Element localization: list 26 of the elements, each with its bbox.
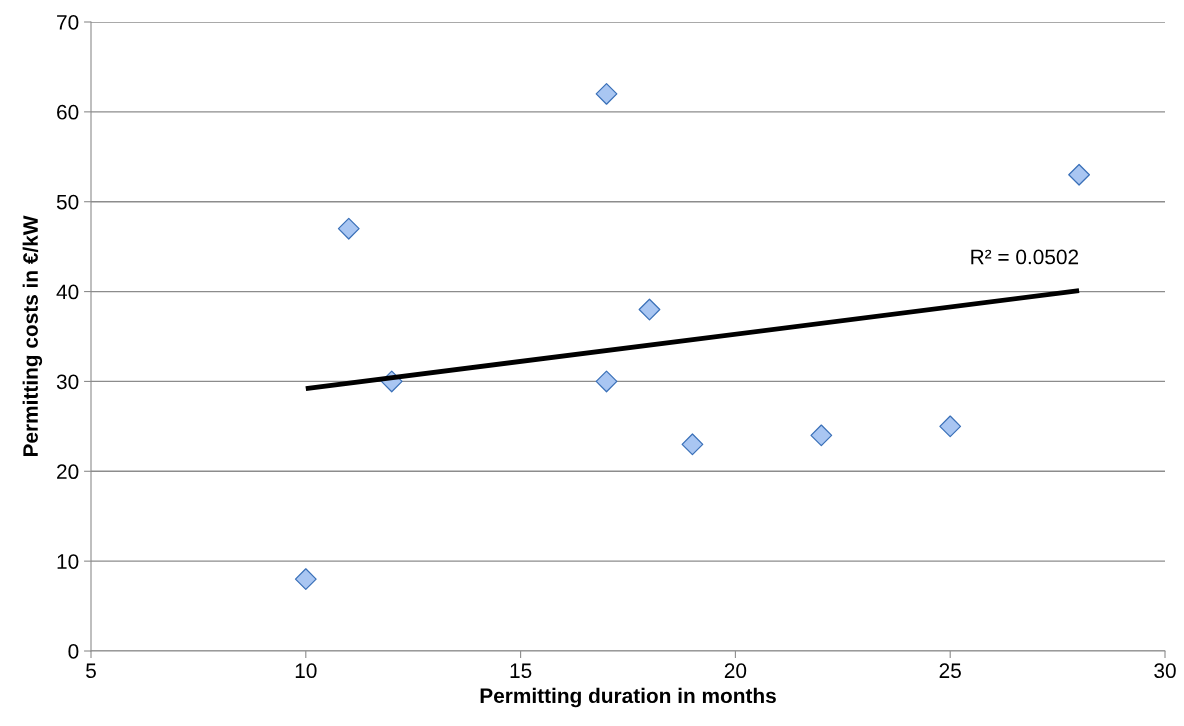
x-tick-label: 15 — [510, 663, 532, 679]
x-axis-title: Permitting duration in months — [480, 687, 776, 708]
x-tick-label: 30 — [1154, 663, 1176, 679]
point — [638, 298, 661, 321]
x-tick-label: 10 — [295, 663, 317, 679]
point — [681, 433, 704, 456]
point — [939, 415, 962, 438]
x-tick-label: 25 — [939, 663, 961, 679]
y-tick-label: 10 — [57, 554, 79, 569]
y-tick-label: 50 — [56, 194, 79, 210]
point — [294, 568, 317, 591]
y-axis-title: Permitting costs in €/kW — [22, 215, 43, 457]
x-tick-label: 20 — [724, 663, 747, 679]
point — [337, 217, 360, 240]
annotation: R² = 0.0502 — [971, 249, 1079, 265]
y-tick-label: 60 — [57, 104, 79, 120]
point — [595, 82, 618, 105]
y-tick-label: 20 — [57, 464, 79, 480]
x-tick-label: 5 — [86, 663, 96, 679]
point — [1068, 163, 1091, 186]
point — [810, 424, 833, 447]
y-tick-label: 70 — [57, 15, 79, 30]
y-tick-label: 30 — [56, 374, 79, 390]
y-tick-label: 0 — [68, 644, 79, 659]
point — [595, 370, 618, 393]
y-tick-label: 40 — [56, 284, 79, 300]
